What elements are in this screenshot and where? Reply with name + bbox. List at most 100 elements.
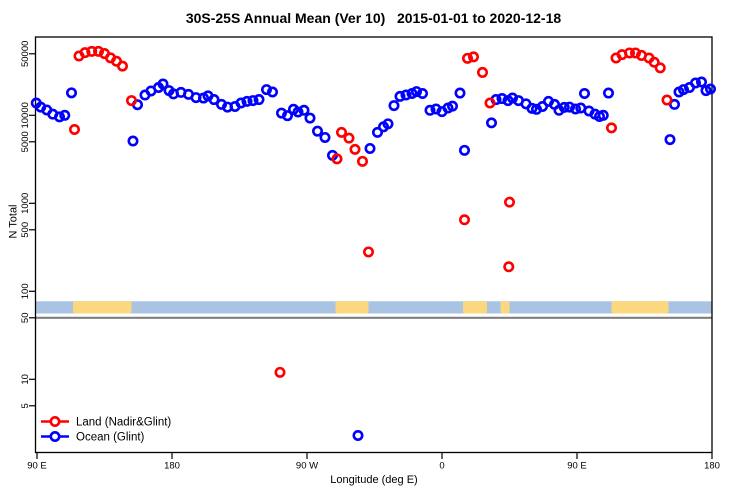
ocean-point bbox=[388, 100, 400, 112]
land-point bbox=[476, 66, 488, 78]
land-point bbox=[467, 51, 479, 63]
land-point bbox=[503, 196, 515, 208]
land-point bbox=[629, 47, 641, 59]
ocean-point bbox=[66, 87, 78, 99]
ocean-point bbox=[526, 102, 538, 114]
x-axis-tick-label: 90 E bbox=[27, 461, 47, 472]
ocean-point bbox=[364, 142, 376, 154]
y-axis-tick-label: 1000 bbox=[20, 193, 31, 214]
land-band-segment bbox=[73, 301, 132, 314]
legend-label: Ocean (Glint) bbox=[76, 432, 145, 444]
ocean-point bbox=[247, 95, 259, 107]
ocean-point bbox=[569, 103, 581, 115]
land-point bbox=[349, 143, 361, 155]
ocean-point bbox=[266, 86, 278, 98]
ocean-point bbox=[695, 76, 707, 88]
ocean-point bbox=[689, 77, 701, 89]
land-point bbox=[623, 47, 635, 59]
ocean-point bbox=[416, 87, 428, 99]
y-axis-tick-label: 5 bbox=[20, 403, 31, 408]
ocean-point bbox=[496, 93, 508, 105]
ocean-point bbox=[400, 89, 412, 101]
ocean-point bbox=[59, 109, 71, 121]
ocean-point bbox=[410, 86, 422, 98]
land-band-segment bbox=[335, 301, 369, 314]
legend-point-symbol bbox=[49, 430, 61, 442]
ocean-point bbox=[208, 94, 220, 106]
ocean-point bbox=[597, 109, 609, 121]
ocean-point bbox=[260, 84, 272, 96]
x-axis-title: Longitude (deg E) bbox=[330, 474, 418, 486]
chart-title: 30S-25S Annual Mean (Ver 10) 2015-01-01 … bbox=[185, 10, 562, 26]
y-axis-tick-label: 500 bbox=[20, 222, 31, 238]
land-point bbox=[274, 366, 286, 378]
ocean-point bbox=[253, 94, 265, 106]
ocean-point bbox=[424, 104, 436, 116]
land-point bbox=[356, 155, 368, 167]
land-point bbox=[661, 94, 673, 106]
ocean-point bbox=[382, 118, 394, 130]
ocean-point bbox=[311, 125, 323, 137]
land-point bbox=[484, 97, 496, 109]
land-point bbox=[458, 214, 470, 226]
land-point bbox=[648, 56, 660, 68]
ocean-point bbox=[304, 112, 316, 124]
plot-frame bbox=[34, 36, 713, 454]
ocean-point bbox=[563, 101, 575, 113]
ocean-point bbox=[281, 110, 293, 122]
ocean-point bbox=[578, 87, 590, 99]
land-point bbox=[605, 122, 617, 134]
ocean-point bbox=[235, 97, 247, 109]
land-point bbox=[654, 62, 666, 74]
y-axis-tick-label: 50000 bbox=[20, 41, 31, 67]
y-axis-tick-label: 100 bbox=[20, 283, 31, 299]
x-axis-tick-label: 180 bbox=[704, 461, 720, 472]
ocean-point bbox=[602, 87, 614, 99]
land-point bbox=[503, 261, 515, 273]
legend-point-symbol bbox=[49, 415, 61, 427]
land-point bbox=[343, 132, 355, 144]
ocean-point bbox=[292, 106, 304, 118]
ocean-point bbox=[298, 104, 310, 116]
land-point bbox=[117, 60, 129, 72]
x-axis-tick-label: 0 bbox=[439, 461, 444, 472]
ocean-point bbox=[127, 135, 139, 147]
ocean-point bbox=[319, 131, 331, 143]
y-axis-tick-label: 10 bbox=[20, 374, 31, 385]
ocean-point bbox=[558, 101, 570, 113]
land-point bbox=[86, 45, 98, 57]
ocean-point bbox=[446, 100, 458, 112]
land-point bbox=[79, 47, 91, 59]
land-point bbox=[126, 95, 138, 107]
y-axis-tick-label: 5000 bbox=[20, 131, 31, 152]
ocean-point bbox=[53, 111, 65, 123]
ocean-band bbox=[35, 301, 712, 314]
x-axis-tick-label: 90 W bbox=[296, 461, 318, 472]
land-band-segment bbox=[611, 301, 669, 314]
ocean-point bbox=[677, 84, 689, 96]
y-axis-tick-label: 50 bbox=[20, 313, 31, 324]
land-point bbox=[69, 123, 81, 135]
land-point bbox=[331, 153, 343, 165]
legend-label: Land (Nadir&Glint) bbox=[76, 417, 171, 429]
land-band-segment bbox=[500, 301, 510, 314]
ocean-point bbox=[371, 126, 383, 138]
ocean-point bbox=[157, 78, 169, 90]
ocean-point bbox=[454, 87, 466, 99]
ocean-point bbox=[352, 429, 364, 441]
land-band-segment bbox=[463, 301, 487, 314]
x-axis-tick-label: 90 E bbox=[567, 461, 587, 472]
ocean-point bbox=[241, 95, 253, 107]
land-point bbox=[93, 45, 105, 57]
ocean-point bbox=[664, 134, 676, 146]
x-axis-tick-label: 180 bbox=[164, 461, 180, 472]
ocean-point bbox=[704, 83, 716, 95]
land-point bbox=[335, 126, 347, 138]
ocean-point bbox=[485, 117, 497, 129]
land-point bbox=[362, 246, 374, 258]
y-axis-tick-label: 10000 bbox=[20, 102, 31, 128]
ocean-point bbox=[458, 144, 470, 156]
ocean-point bbox=[394, 90, 406, 102]
